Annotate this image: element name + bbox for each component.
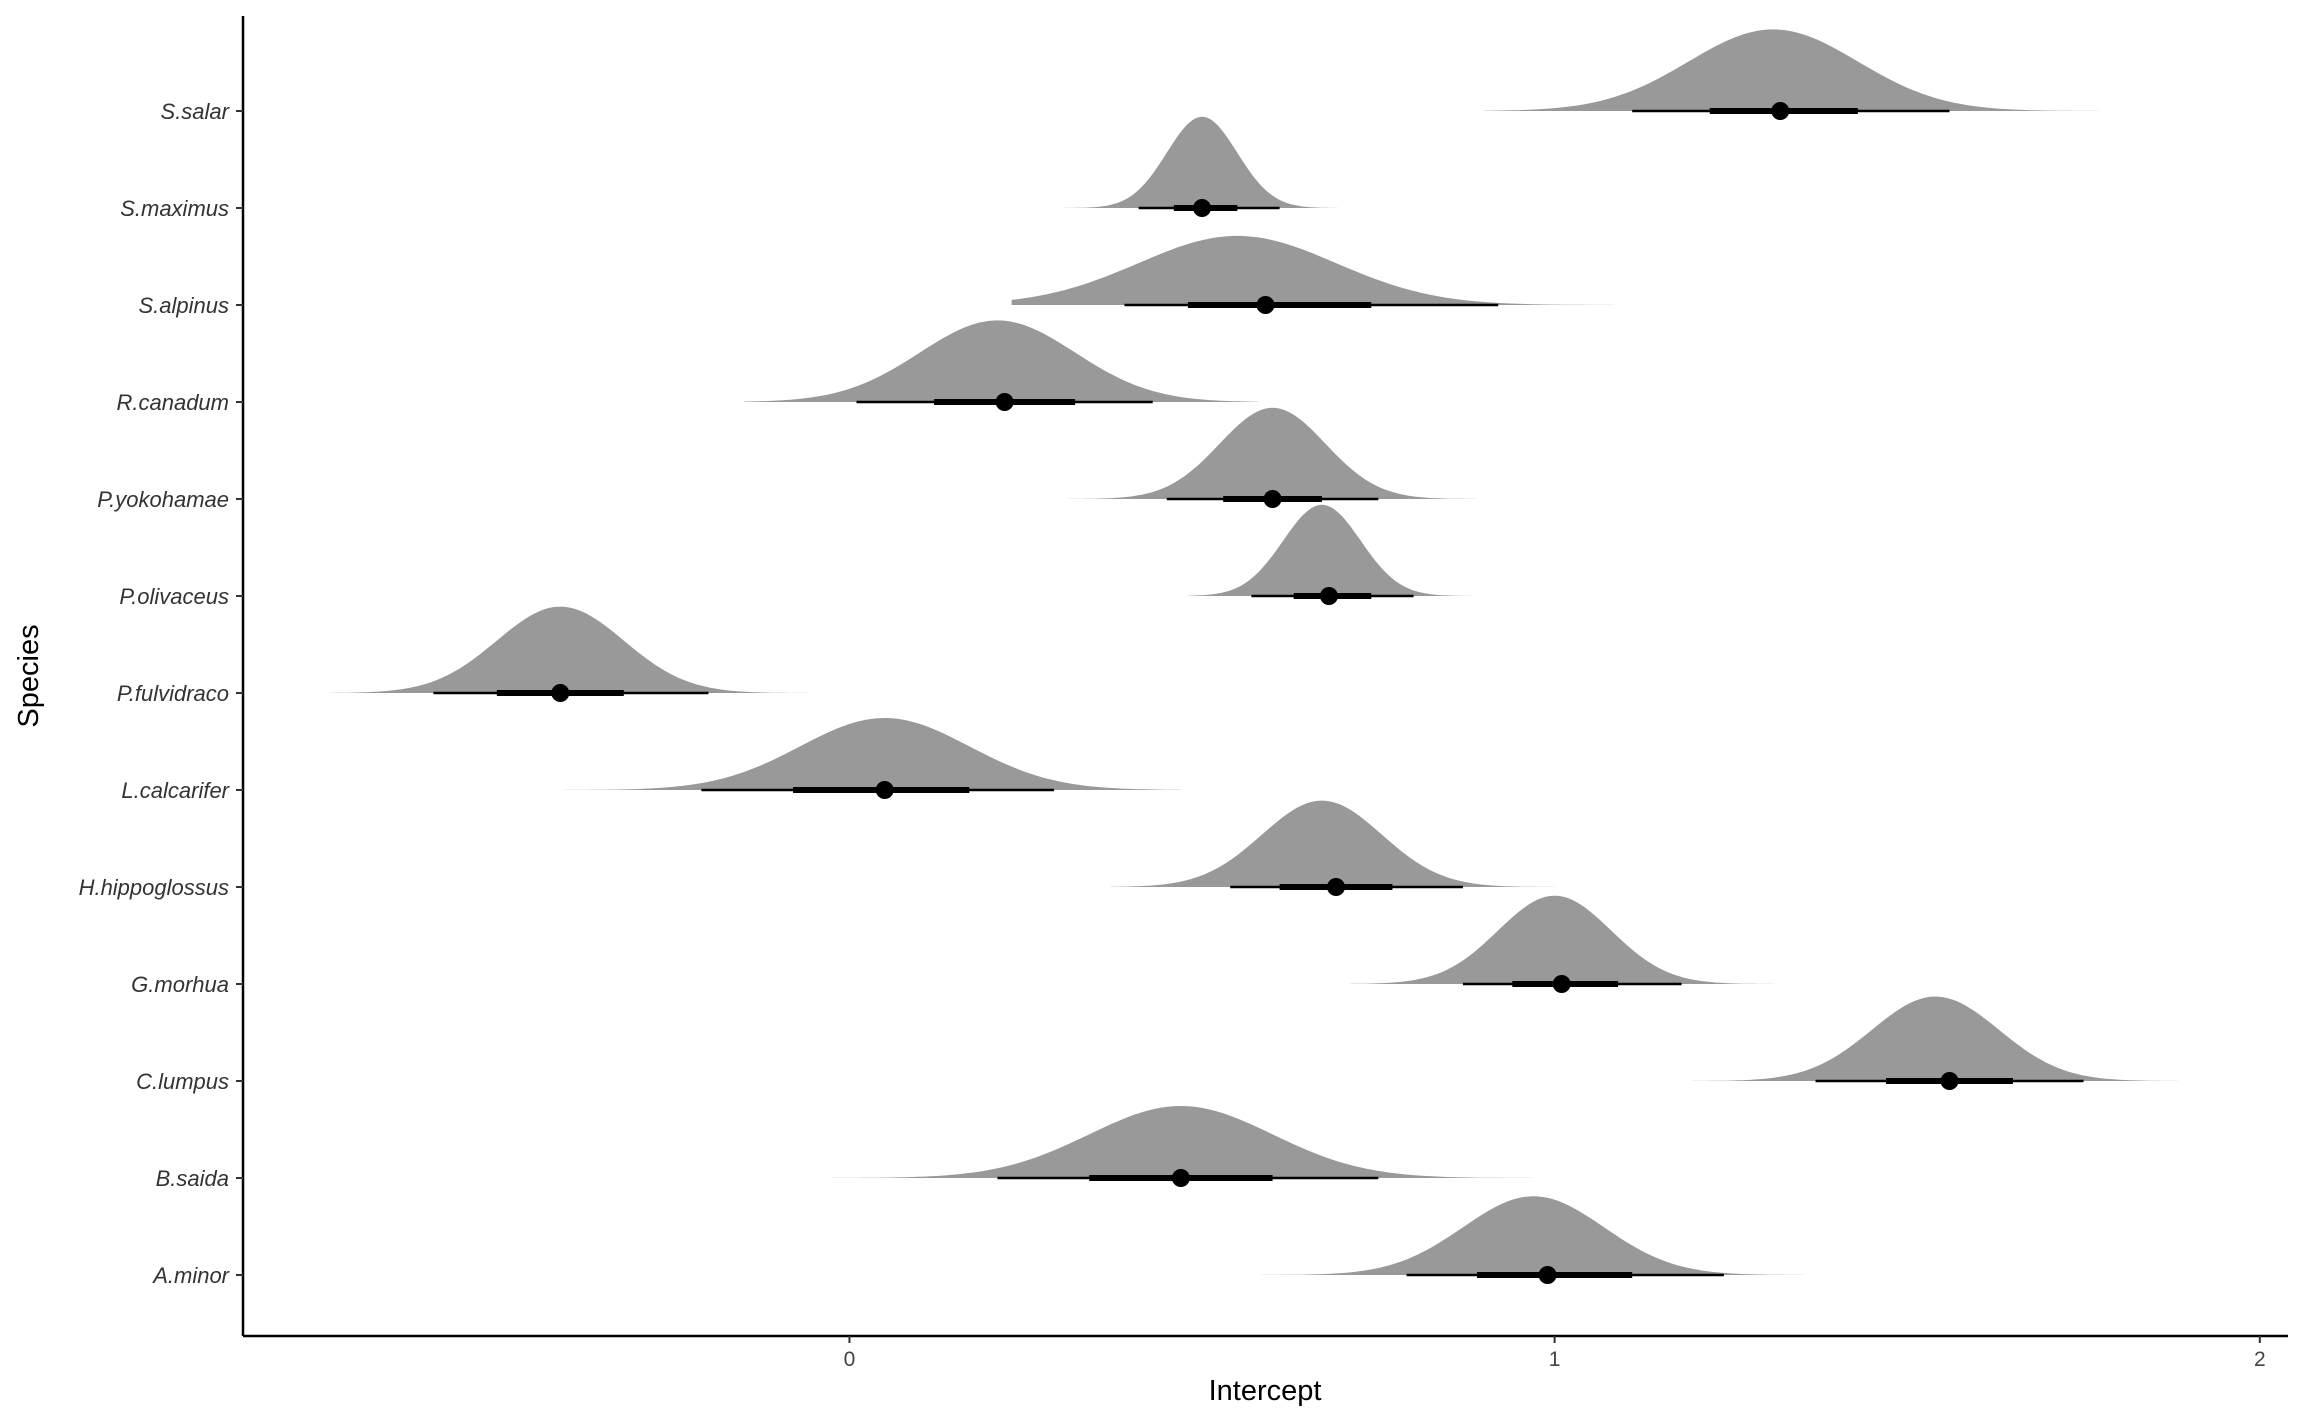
series-l-calcarifer [539,718,1181,799]
series-p-yokohamae [1068,407,1513,508]
median-point-g-morhua [1552,975,1571,993]
density-p-yokohamae [1068,407,1513,499]
density-a-minor [1258,1196,1879,1275]
y-tick-label-s-alpinus: S.alpinus [138,293,229,318]
y-tick-label-g-morhua: G.morhua [131,972,229,997]
series-s-salar [1484,29,2140,120]
plot-area [327,29,2190,1284]
median-point-c-lumpus [1940,1072,1959,1090]
density-r-canadum [743,320,1259,402]
median-point-s-alpinus [1256,296,1275,314]
y-tick-label-b-saida: B.saida [156,1166,229,1191]
density-g-morhua [1350,895,1795,984]
x-tick-label-1: 1 [1549,1348,1561,1371]
median-point-p-fulvidraco [551,684,570,702]
y-axis-ticks: S.salar S.maximus S.alpinus R.canadum P.yoko… [79,99,243,1288]
x-axis-title: Intercept [1209,1375,1322,1407]
y-tick-label-c-lumpus: C.lumpus [136,1069,229,1094]
density-b-saida [821,1106,1548,1178]
density-l-calcarifer [539,718,1181,790]
series-p-olivaceus [1187,504,1492,605]
series-s-alpinus [1011,235,1717,314]
series-p-fulvidraco [327,606,822,702]
y-axis-title: Species [13,624,45,727]
series-r-canadum [743,320,1259,411]
median-point-s-salar [1771,102,1790,120]
density-h-hippoglossus [1110,800,1626,887]
series-b-saida [821,1106,1548,1187]
y-tick-label-h-hippoglossus: H.hippoglossus [79,875,229,900]
series-h-hippoglossus [1110,800,1626,896]
y-tick-label-p-fulvidraco: P.fulvidraco [117,681,229,706]
x-tick-label-0: 0 [844,1348,856,1371]
density-s-maximus [1061,116,1365,208]
density-s-alpinus [1011,235,1717,305]
median-point-r-canadum [995,393,1014,411]
x-tick-label-2: 2 [2254,1348,2266,1371]
series-a-minor [1258,1196,1879,1284]
y-tick-label-r-canadum: R.canadum [116,390,229,415]
series-s-maximus [1061,116,1365,217]
median-point-b-saida [1171,1169,1190,1187]
median-point-p-olivaceus [1319,587,1338,605]
y-tick-label-s-salar: S.salar [161,99,231,124]
y-tick-label-p-yokohamae: P.yokohamae [97,487,229,512]
series-g-morhua [1350,895,1795,993]
y-tick-label-a-minor: A.minor [151,1263,230,1288]
density-p-olivaceus [1187,504,1492,596]
y-tick-label-s-maximus: S.maximus [120,196,229,221]
x-axis-ticks: 0 1 2 [844,1336,2266,1371]
median-point-p-yokohamae [1263,490,1282,508]
series-c-lumpus [1653,996,2190,1090]
median-point-s-maximus [1193,199,1212,217]
density-s-salar [1484,29,2140,111]
median-point-a-minor [1538,1266,1557,1284]
y-tick-label-p-olivaceus: P.olivaceus [119,584,229,609]
density-p-fulvidraco [327,606,822,693]
density-c-lumpus [1653,996,2190,1081]
median-point-l-calcarifer [875,781,894,799]
median-point-h-hippoglossus [1327,878,1346,896]
y-tick-label-l-calcarifer: L.calcarifer [121,778,230,803]
